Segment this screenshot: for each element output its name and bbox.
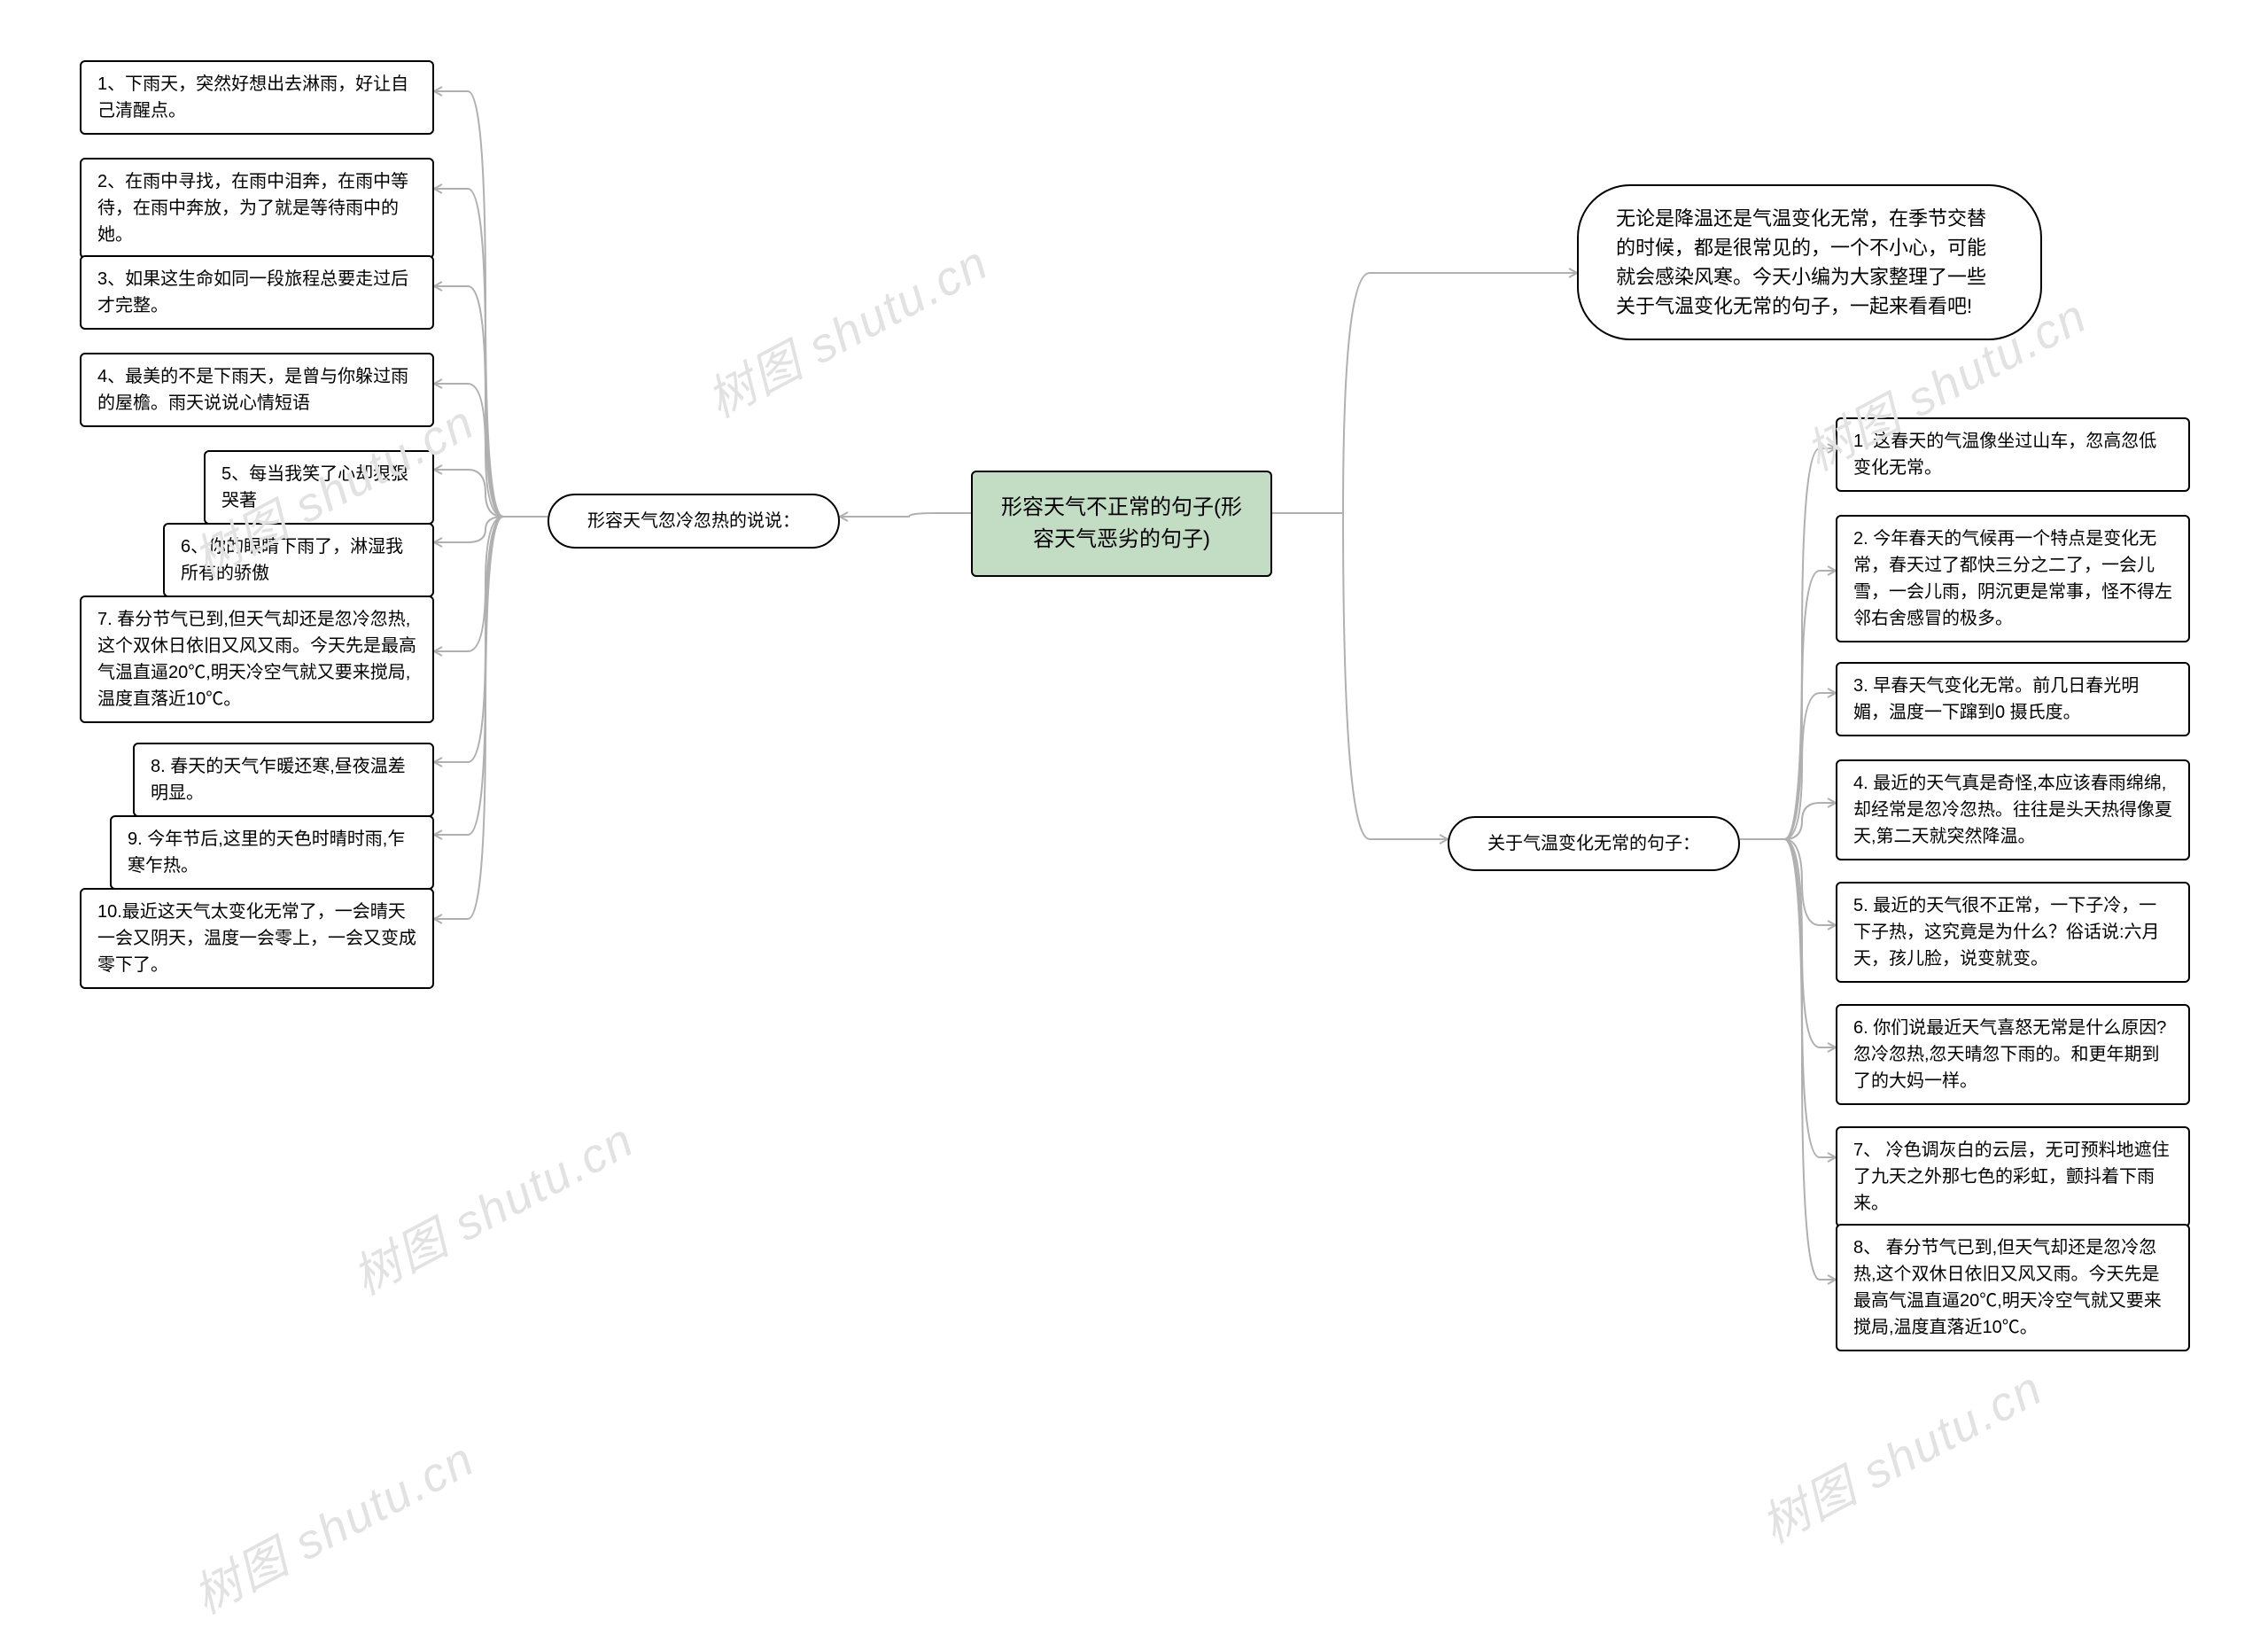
left-leaf-4: 4、最美的不是下雨天，是曾与你躲过雨的屋檐。雨天说说心情短语 [80, 353, 434, 427]
right-leaf-2: 2. 今年春天的气候再一个特点是变化无常，春天过了都快三分之二了，一会儿雪，一会… [1836, 515, 2190, 642]
left-leaf-10: 10.最近这天气太变化无常了，一会晴天一会又阴天，温度一会零上，一会又变成零下了… [80, 888, 434, 989]
left-leaf-6: 6、你的眼睛下雨了，淋湿我所有的骄傲 [163, 523, 434, 597]
left-leaf-2: 2、在雨中寻找，在雨中泪奔，在雨中等待，在雨中奔放，为了就是等待雨中的她。 [80, 158, 434, 259]
center-node: 形容天气不正常的句子(形容天气恶劣的句子) [971, 471, 1272, 577]
watermark: 树图 shutu.cn [338, 1102, 644, 1309]
left-leaf-9: 9. 今年节后,这里的天色时晴时雨,乍寒乍热。 [110, 815, 434, 890]
left-leaf-1: 1、下雨天，突然好想出去淋雨，好让自己清醒点。 [80, 60, 434, 135]
right-leaf-5: 5. 最近的天气很不正常，一下子冷，一下子热，这究竟是为什么？俗话说:六月天，孩… [1836, 882, 2190, 983]
watermark: 树图 shutu.cn [1747, 1350, 2053, 1557]
right-leaf-7: 7、 冷色调灰白的云层，无可预料地遮住了九天之外那七色的彩虹，颤抖着下雨来。 [1836, 1126, 2190, 1227]
left-leaf-8: 8. 春天的天气乍暖还寒,昼夜温差明显。 [133, 743, 434, 817]
left-leaf-7: 7. 春分节气已到,但天气却还是忽冷忽热,这个双休日依旧又风又雨。今天先是最高气… [80, 596, 434, 723]
right-leaf-1: 1. 这春天的气温像坐过山车，忽高忽低变化无常。 [1836, 417, 2190, 492]
right-leaf-3: 3. 早春天气变化无常。前几日春光明媚，温度一下蹿到0 摄氏度。 [1836, 662, 2190, 736]
watermark: 树图 shutu.cn [179, 1421, 485, 1627]
right-intro: 无论是降温还是气温变化无常，在季节交替的时候，都是很常见的，一个不小心，可能就会… [1577, 184, 2042, 340]
right-leaf-4: 4. 最近的天气真是奇怪,本应该春雨绵绵,却经常是忽冷忽热。往往是头天热得像夏天… [1836, 759, 2190, 860]
right-leaf-8: 8、 春分节气已到,但天气却还是忽冷忽热,这个双休日依旧又风又雨。今天先是最高气… [1836, 1224, 2190, 1351]
left-leaf-5: 5、每当我笑了心却狠狠哭著 [204, 450, 434, 525]
right-branch-label: 关于气温变化无常的句子： [1448, 816, 1740, 871]
watermark: 树图 shutu.cn [693, 224, 998, 432]
right-leaf-6: 6. 你们说最近天气喜怒无常是什么原因?忽冷忽热,忽天晴忽下雨的。和更年期到了的… [1836, 1004, 2190, 1105]
left-branch-label: 形容天气忽冷忽热的说说： [548, 494, 840, 549]
left-leaf-3: 3、如果这生命如同一段旅程总要走过后才完整。 [80, 255, 434, 330]
